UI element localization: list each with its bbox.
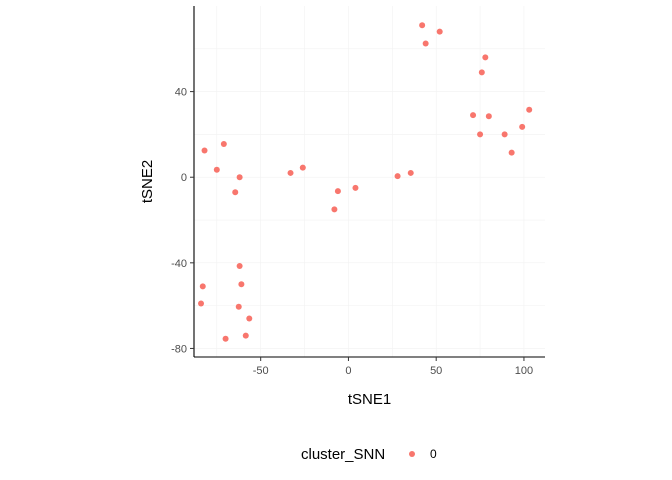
- x-axis-title: tSNE1: [348, 391, 391, 408]
- axes: [193, 6, 545, 358]
- data-point: [526, 106, 533, 113]
- data-point: [478, 69, 485, 76]
- x-tick-label: -50: [253, 365, 269, 377]
- data-point: [236, 263, 243, 270]
- data-point: [236, 174, 243, 181]
- data-point: [470, 112, 477, 119]
- legend: cluster_SNN 0: [301, 446, 437, 463]
- data-point: [485, 113, 492, 120]
- data-point: [242, 332, 249, 339]
- y-tick-label: -40: [171, 258, 187, 270]
- data-point: [419, 22, 426, 29]
- data-point: [501, 131, 508, 138]
- data-point: [213, 166, 220, 173]
- data-point: [477, 131, 484, 138]
- data-point: [201, 147, 208, 154]
- data-point: [394, 173, 401, 180]
- legend-title: cluster_SNN: [301, 446, 385, 463]
- data-point: [482, 54, 489, 61]
- data-point: [199, 283, 206, 290]
- legend-key-marker: [409, 451, 415, 457]
- data-point: [334, 188, 341, 195]
- data-point: [436, 28, 443, 35]
- data-points: [198, 22, 533, 342]
- data-point: [519, 123, 526, 130]
- data-point: [508, 149, 515, 156]
- data-point: [352, 184, 359, 191]
- data-point: [246, 315, 253, 322]
- grid-lines: [194, 6, 545, 357]
- data-point: [287, 169, 294, 176]
- data-point: [220, 141, 227, 148]
- axis-ticks: -50 0 50 100 -80 -40 0 40: [171, 87, 533, 377]
- data-point: [198, 300, 205, 307]
- x-tick-label: 50: [430, 365, 442, 377]
- data-point: [422, 40, 429, 47]
- data-point: [407, 169, 414, 176]
- y-tick-label: 0: [181, 172, 187, 184]
- data-point: [235, 303, 242, 310]
- y-tick-label: -80: [171, 343, 187, 355]
- y-tick-label: 40: [175, 87, 187, 99]
- data-point: [299, 164, 306, 171]
- data-point: [232, 189, 239, 196]
- x-tick-label: 0: [345, 365, 351, 377]
- x-tick-label: 100: [515, 365, 533, 377]
- data-point: [238, 281, 245, 288]
- legend-entry-label: 0: [430, 447, 437, 461]
- y-axis-title: tSNE2: [139, 160, 156, 203]
- data-point: [331, 206, 338, 213]
- data-point: [222, 335, 229, 342]
